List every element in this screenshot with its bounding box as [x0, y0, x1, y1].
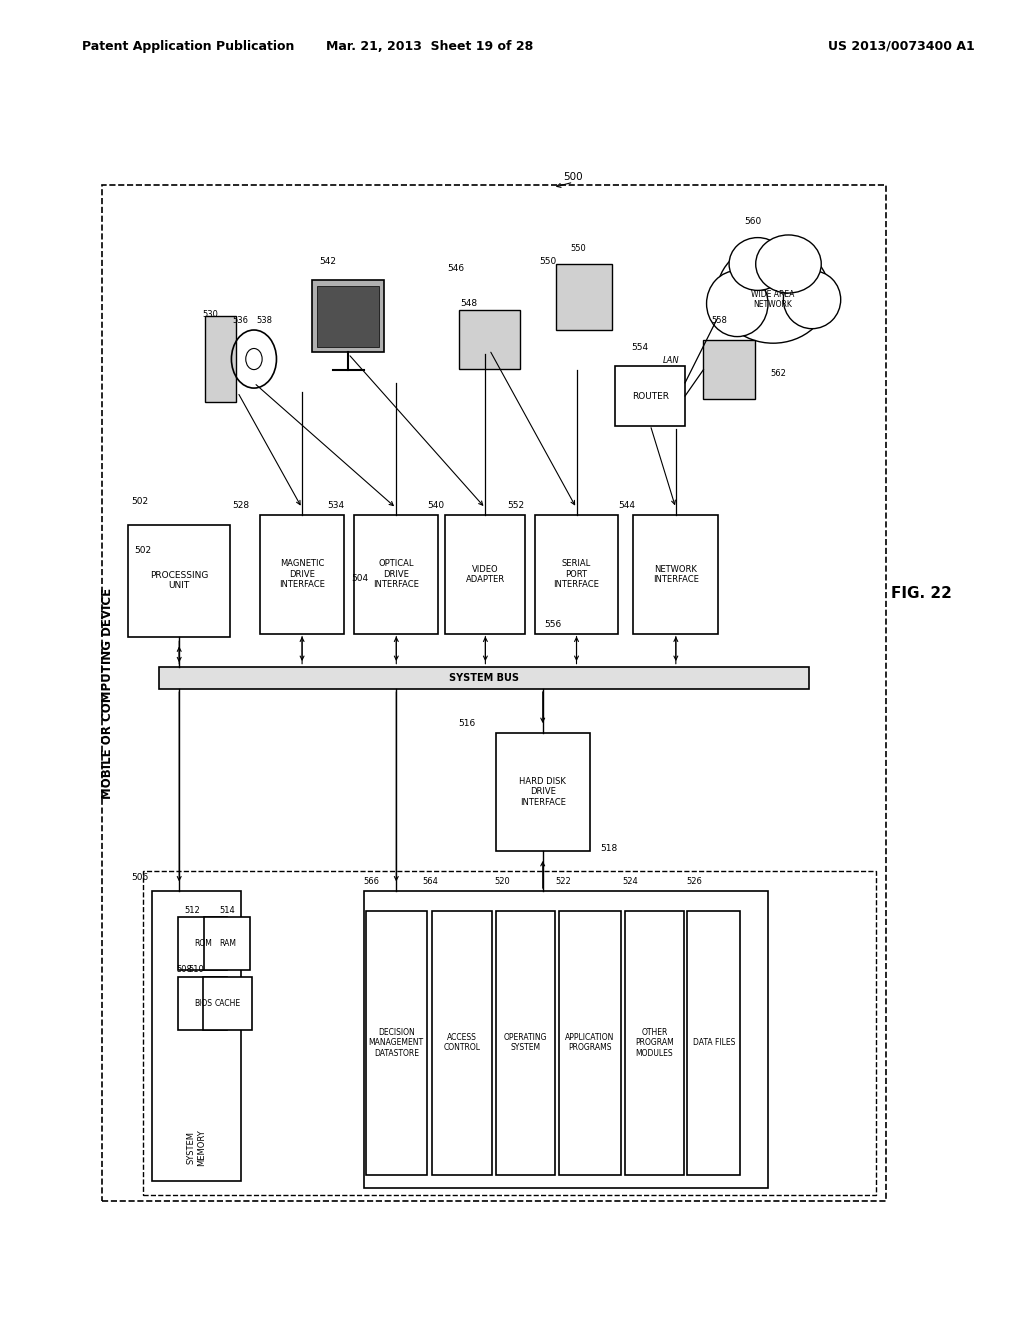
- Text: 550: 550: [540, 257, 556, 267]
- FancyBboxPatch shape: [178, 977, 227, 1030]
- Bar: [317, 286, 379, 347]
- Ellipse shape: [707, 271, 768, 337]
- FancyBboxPatch shape: [178, 917, 227, 970]
- Text: 534: 534: [327, 502, 344, 511]
- Text: 522: 522: [555, 878, 571, 887]
- Text: SYSTEM
MEMORY: SYSTEM MEMORY: [186, 1129, 206, 1166]
- Text: 500: 500: [563, 172, 584, 182]
- Ellipse shape: [783, 271, 841, 329]
- FancyBboxPatch shape: [633, 515, 719, 634]
- Text: 562: 562: [770, 370, 786, 379]
- Text: 518: 518: [600, 845, 617, 854]
- FancyBboxPatch shape: [203, 977, 252, 1030]
- Text: 566: 566: [364, 878, 380, 887]
- Text: Mar. 21, 2013  Sheet 19 of 28: Mar. 21, 2013 Sheet 19 of 28: [327, 40, 534, 53]
- Bar: [205, 315, 236, 401]
- Text: 546: 546: [447, 264, 464, 273]
- Text: 520: 520: [494, 878, 510, 887]
- Text: SYSTEM BUS: SYSTEM BUS: [449, 673, 519, 682]
- Text: 524: 524: [622, 878, 638, 887]
- Text: 552: 552: [507, 502, 524, 511]
- Ellipse shape: [717, 243, 829, 343]
- Text: 536: 536: [232, 317, 249, 326]
- Text: NETWORK
INTERFACE: NETWORK INTERFACE: [653, 565, 698, 583]
- Text: 560: 560: [744, 218, 761, 227]
- FancyBboxPatch shape: [559, 911, 621, 1175]
- Text: ACCESS
CONTROL: ACCESS CONTROL: [443, 1034, 480, 1052]
- Text: 516: 516: [458, 719, 475, 729]
- Ellipse shape: [729, 238, 786, 290]
- Text: OPTICAL
DRIVE
INTERFACE: OPTICAL DRIVE INTERFACE: [374, 560, 419, 589]
- FancyBboxPatch shape: [445, 515, 525, 634]
- Bar: [364, 891, 768, 1188]
- Bar: [102, 185, 886, 1201]
- Text: ROUTER: ROUTER: [632, 392, 669, 400]
- Text: MAGNETIC
DRIVE
INTERFACE: MAGNETIC DRIVE INTERFACE: [280, 560, 325, 589]
- FancyBboxPatch shape: [625, 911, 684, 1175]
- Text: 550: 550: [570, 244, 587, 253]
- Text: WIDE AREA
NETWORK: WIDE AREA NETWORK: [752, 290, 795, 309]
- Text: 502: 502: [131, 498, 148, 507]
- Text: PROCESSING
UNIT: PROCESSING UNIT: [150, 572, 209, 590]
- Text: FIG. 22: FIG. 22: [891, 586, 952, 602]
- FancyBboxPatch shape: [128, 524, 230, 636]
- Text: 554: 554: [632, 343, 648, 352]
- Text: CACHE: CACHE: [214, 999, 241, 1007]
- Text: SERIAL
PORT
INTERFACE: SERIAL PORT INTERFACE: [554, 560, 599, 589]
- Text: APPLICATION
PROGRAMS: APPLICATION PROGRAMS: [565, 1034, 614, 1052]
- Text: ROM: ROM: [194, 940, 212, 948]
- FancyBboxPatch shape: [432, 911, 492, 1175]
- Text: DECISION
MANAGEMENT
DATASTORE: DECISION MANAGEMENT DATASTORE: [369, 1028, 424, 1057]
- FancyBboxPatch shape: [496, 733, 590, 851]
- Text: 542: 542: [319, 257, 336, 267]
- Text: 544: 544: [617, 502, 635, 511]
- FancyBboxPatch shape: [496, 911, 555, 1175]
- Bar: [152, 891, 241, 1181]
- Text: 508: 508: [176, 965, 193, 974]
- Text: 510: 510: [188, 965, 205, 974]
- Text: HARD DISK
DRIVE
INTERFACE: HARD DISK DRIVE INTERFACE: [519, 777, 566, 807]
- FancyBboxPatch shape: [260, 515, 344, 634]
- Text: LAN: LAN: [663, 356, 679, 366]
- Text: 556: 556: [545, 620, 562, 630]
- Text: 512: 512: [184, 907, 201, 916]
- FancyBboxPatch shape: [354, 515, 438, 634]
- Text: DATA FILES: DATA FILES: [692, 1039, 735, 1047]
- Text: 530: 530: [202, 310, 218, 319]
- Text: US 2013/0073400 A1: US 2013/0073400 A1: [827, 40, 975, 53]
- Text: OTHER
PROGRAM
MODULES: OTHER PROGRAM MODULES: [635, 1028, 674, 1057]
- Text: Patent Application Publication: Patent Application Publication: [82, 40, 294, 53]
- Text: 540: 540: [427, 502, 444, 511]
- Ellipse shape: [756, 235, 821, 293]
- Bar: [143, 871, 876, 1195]
- FancyBboxPatch shape: [205, 917, 250, 970]
- Text: 526: 526: [686, 878, 702, 887]
- Bar: [703, 339, 755, 399]
- FancyBboxPatch shape: [366, 911, 427, 1175]
- Bar: [159, 667, 809, 689]
- FancyBboxPatch shape: [687, 911, 740, 1175]
- Text: 558: 558: [711, 317, 727, 326]
- Text: 548: 548: [461, 300, 477, 309]
- Text: VIDEO
ADAPTER: VIDEO ADAPTER: [466, 565, 505, 583]
- Text: 564: 564: [422, 878, 438, 887]
- Bar: [555, 264, 612, 330]
- Text: 514: 514: [219, 907, 236, 916]
- Text: 504: 504: [351, 574, 369, 583]
- Text: OPERATING
SYSTEM: OPERATING SYSTEM: [504, 1034, 547, 1052]
- Text: 502: 502: [134, 546, 152, 554]
- Text: 506: 506: [131, 874, 148, 883]
- Text: BIOS: BIOS: [194, 999, 212, 1007]
- FancyBboxPatch shape: [535, 515, 618, 634]
- Text: RAM: RAM: [219, 940, 236, 948]
- Text: MOBILE OR COMPUTING DEVICE: MOBILE OR COMPUTING DEVICE: [101, 587, 114, 799]
- FancyBboxPatch shape: [615, 366, 685, 425]
- Bar: [312, 280, 384, 352]
- Bar: [459, 309, 520, 368]
- Text: 528: 528: [232, 502, 250, 511]
- Text: 538: 538: [256, 317, 272, 326]
